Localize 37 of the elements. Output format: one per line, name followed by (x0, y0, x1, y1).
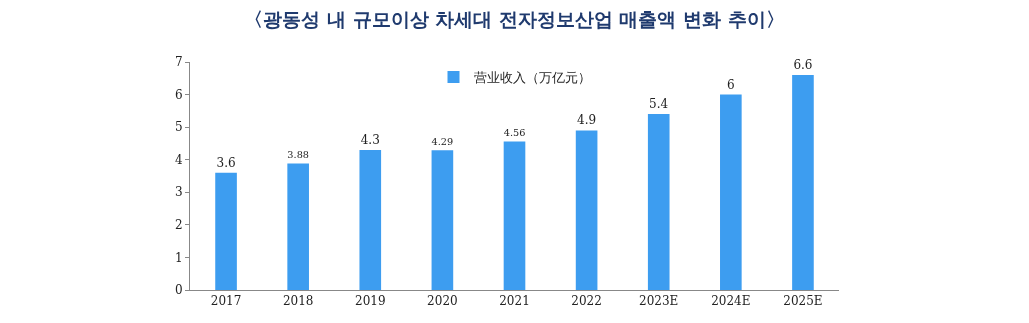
data-label: 4.56 (503, 127, 526, 139)
data-label: 4.3 (360, 132, 380, 147)
bar (720, 94, 742, 290)
bar (431, 150, 454, 290)
data-label: 5.4 (649, 97, 669, 112)
bar (215, 172, 237, 290)
data-label: 6.6 (793, 58, 813, 73)
data-label: 3.6 (216, 155, 236, 170)
bar (359, 149, 382, 290)
x-tick-label: 2019 (355, 294, 386, 309)
x-tick-label: 2025E (783, 294, 823, 309)
bar (647, 114, 670, 290)
y-tick-label: 1 (174, 250, 183, 265)
x-tick-label: 2023E (639, 294, 679, 309)
y-tick-label: 4 (174, 152, 183, 167)
bar (287, 163, 309, 290)
x-tick-label: 2018 (282, 294, 314, 309)
data-label: 4.9 (577, 113, 597, 128)
data-label: 4.29 (431, 135, 454, 147)
bar (503, 141, 526, 290)
data-label: 3.88 (287, 149, 309, 161)
y-tick-label: 0 (174, 283, 183, 298)
bar (575, 130, 598, 290)
bar (792, 75, 814, 290)
x-tick-label: 2020 (427, 294, 458, 309)
y-tick-label: 7 (174, 55, 183, 70)
y-tick-label: 3 (174, 185, 183, 200)
x-tick-label: 2024E (711, 294, 751, 309)
y-tick-label: 5 (174, 120, 183, 135)
x-tick-label: 2021 (499, 294, 530, 309)
x-tick-label: 2017 (210, 294, 242, 309)
y-tick-label: 6 (174, 87, 183, 102)
chart-title: 〈광동성 내 규모이상 차세대 전자정보산업 매출액 변화 추이〉 (244, 8, 785, 31)
x-tick-label: 2022 (571, 294, 602, 309)
y-tick-label: 2 (174, 218, 183, 233)
legend-label: 营业收入（万亿元） (473, 70, 591, 86)
data-label: 6 (727, 77, 735, 92)
